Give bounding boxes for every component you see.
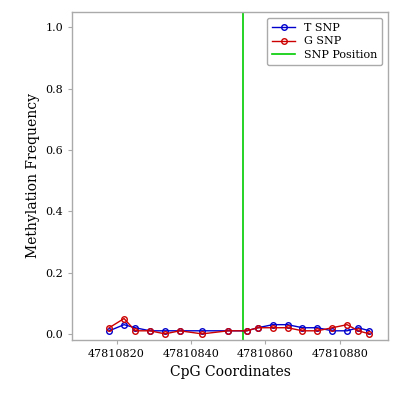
G SNP: [300, 328, 305, 333]
G SNP: [107, 325, 112, 330]
T SNP: [256, 325, 260, 330]
G SNP: [200, 332, 204, 336]
T SNP: [367, 328, 372, 333]
T SNP: [285, 322, 290, 327]
T SNP: [270, 322, 275, 327]
G SNP: [244, 328, 249, 333]
G SNP: [162, 332, 167, 336]
X-axis label: CpG Coordinates: CpG Coordinates: [170, 364, 290, 378]
G SNP: [315, 328, 320, 333]
T SNP: [122, 322, 126, 327]
G SNP: [345, 322, 350, 327]
Legend: T SNP, G SNP, SNP Position: T SNP, G SNP, SNP Position: [267, 18, 382, 65]
Line: T SNP: T SNP: [106, 322, 372, 334]
G SNP: [270, 325, 275, 330]
G SNP: [367, 332, 372, 336]
T SNP: [330, 328, 335, 333]
T SNP: [300, 325, 305, 330]
G SNP: [133, 328, 138, 333]
T SNP: [315, 325, 320, 330]
G SNP: [256, 325, 260, 330]
T SNP: [178, 328, 182, 333]
G SNP: [178, 328, 182, 333]
T SNP: [356, 325, 361, 330]
G SNP: [285, 325, 290, 330]
G SNP: [330, 325, 335, 330]
G SNP: [226, 328, 230, 333]
Line: G SNP: G SNP: [106, 316, 372, 337]
T SNP: [107, 328, 112, 333]
G SNP: [148, 328, 152, 333]
T SNP: [226, 328, 230, 333]
G SNP: [122, 316, 126, 321]
Y-axis label: Methylation Frequency: Methylation Frequency: [26, 94, 40, 258]
T SNP: [148, 328, 152, 333]
T SNP: [162, 328, 167, 333]
T SNP: [133, 325, 138, 330]
T SNP: [345, 328, 350, 333]
G SNP: [356, 328, 361, 333]
T SNP: [200, 328, 204, 333]
T SNP: [244, 328, 249, 333]
